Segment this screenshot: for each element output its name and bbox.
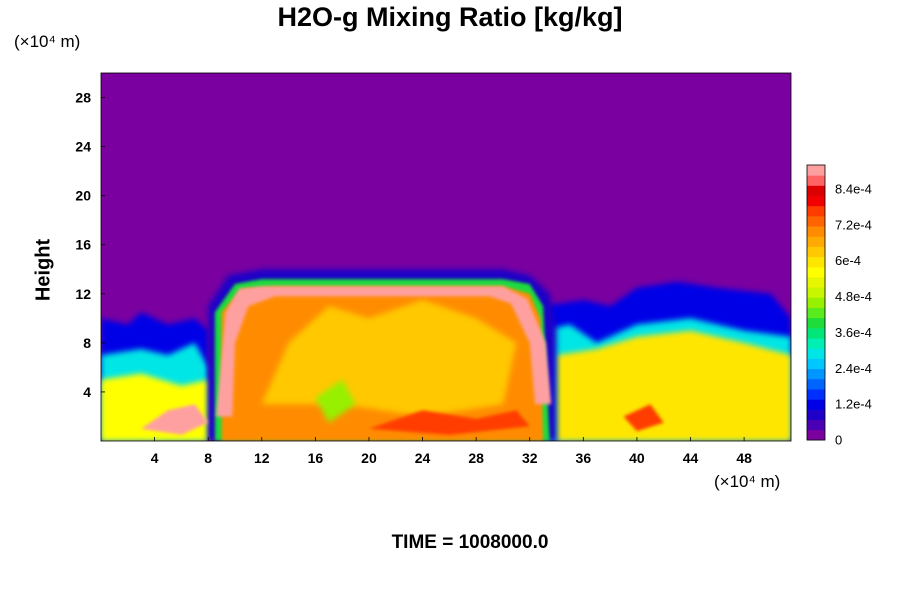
plot-area: [101, 73, 791, 441]
y-tick-label: 16: [75, 237, 91, 253]
colorbar-swatch: [807, 215, 825, 227]
x-tick-label: 24: [415, 450, 431, 466]
colorbar-swatch: [807, 287, 825, 298]
plot-frame: [100, 72, 792, 442]
colorbar-swatch: [807, 327, 825, 339]
colorbar: 0 1.2e-4 2.4e-4 3.6e-4 4.8e-4 6e-4 7.2e-4 8.4e-…: [806, 164, 872, 448]
colorbar-swatch: [807, 378, 825, 390]
colorbar-swatch: [807, 195, 825, 207]
dry-pocket-a: [315, 379, 356, 423]
colorbar-swatch: [807, 368, 825, 380]
colorbar-tick-label: 7.2e-4: [835, 217, 872, 232]
colorbar-swatch: [807, 256, 825, 268]
saturated-rim: [216, 286, 552, 417]
colorbar-swatch: [807, 185, 825, 196]
colorbar-swatch: [807, 266, 825, 278]
right-hotspot: [623, 404, 664, 432]
colorbar-swatch: [807, 236, 825, 247]
colorbar-tick-label: 4.8e-4: [835, 289, 872, 304]
colorbar-swatch: [807, 175, 825, 186]
y-tick-label: 12: [75, 286, 91, 302]
colorbar-swatch: [807, 205, 825, 217]
x-tick-label: 20: [361, 450, 377, 466]
colorbar-swatch: [807, 389, 825, 400]
colorbar-swatch: [807, 226, 825, 237]
colorbar-tick-label: 1.2e-4: [835, 397, 872, 412]
y-axis-ticks: 4 8 12 16 20 24 28: [75, 90, 105, 400]
colorbar-tick-label: 3.6e-4: [835, 325, 872, 340]
x-tick-label: 16: [308, 450, 324, 466]
colorbar-tick-label: 6e-4: [835, 253, 861, 268]
x-tick-label: 28: [468, 450, 484, 466]
x-tick-label: 32: [522, 450, 538, 466]
x-tick-label: 36: [576, 450, 592, 466]
x-tick-label: 48: [736, 450, 752, 466]
colorbar-swatch: [807, 358, 825, 370]
colorbar-swatch: [807, 399, 825, 410]
y-axis-unit: (×10⁴ m): [14, 32, 81, 51]
storm-core-inner: [261, 299, 517, 417]
y-tick-label: 28: [75, 90, 91, 106]
colorbar-swatch: [807, 409, 825, 421]
region-right-yellow: [556, 330, 791, 441]
colorbar-swatch: [807, 317, 825, 329]
x-tick-label: 8: [204, 450, 212, 466]
colorbar-swatch: [807, 297, 825, 308]
y-tick-label: 20: [75, 188, 91, 204]
left-hotspot: [141, 404, 209, 435]
time-label: TIME = 1008000.0: [391, 532, 549, 553]
x-tick-label: 40: [629, 450, 645, 466]
colorbar-swatch: [807, 348, 825, 359]
x-tick-label: 44: [683, 450, 699, 466]
core-base-hotspot: [369, 410, 530, 435]
colorbar-swatch: [807, 307, 825, 319]
x-tick-label: 4: [151, 450, 159, 466]
colorbar-tick-label: 0: [835, 433, 842, 448]
colorbar-swatch: [807, 338, 825, 349]
y-tick-label: 8: [83, 335, 91, 351]
colorbar-swatch: [807, 165, 825, 176]
x-axis-unit: (×10⁴ m): [714, 472, 781, 491]
colorbar-swatch: [807, 246, 825, 258]
chart-title: H2O-g Mixing Ratio [kg/kg]: [277, 2, 623, 32]
colorbar-swatch: [807, 429, 825, 441]
colorbar-swatch: [807, 419, 825, 431]
x-axis-ticks: 4 8 12 16 20 24 28 32 36 40 44 48: [151, 437, 752, 466]
y-tick-label: 24: [75, 139, 91, 155]
x-tick-label: 12: [254, 450, 270, 466]
colorbar-frame: [806, 164, 826, 441]
colorbar-swatch: [807, 277, 825, 288]
colorbar-tick-label: 2.4e-4: [835, 361, 872, 376]
colorbar-tick-label: 8.4e-4: [835, 181, 872, 196]
y-tick-label: 4: [83, 384, 91, 400]
